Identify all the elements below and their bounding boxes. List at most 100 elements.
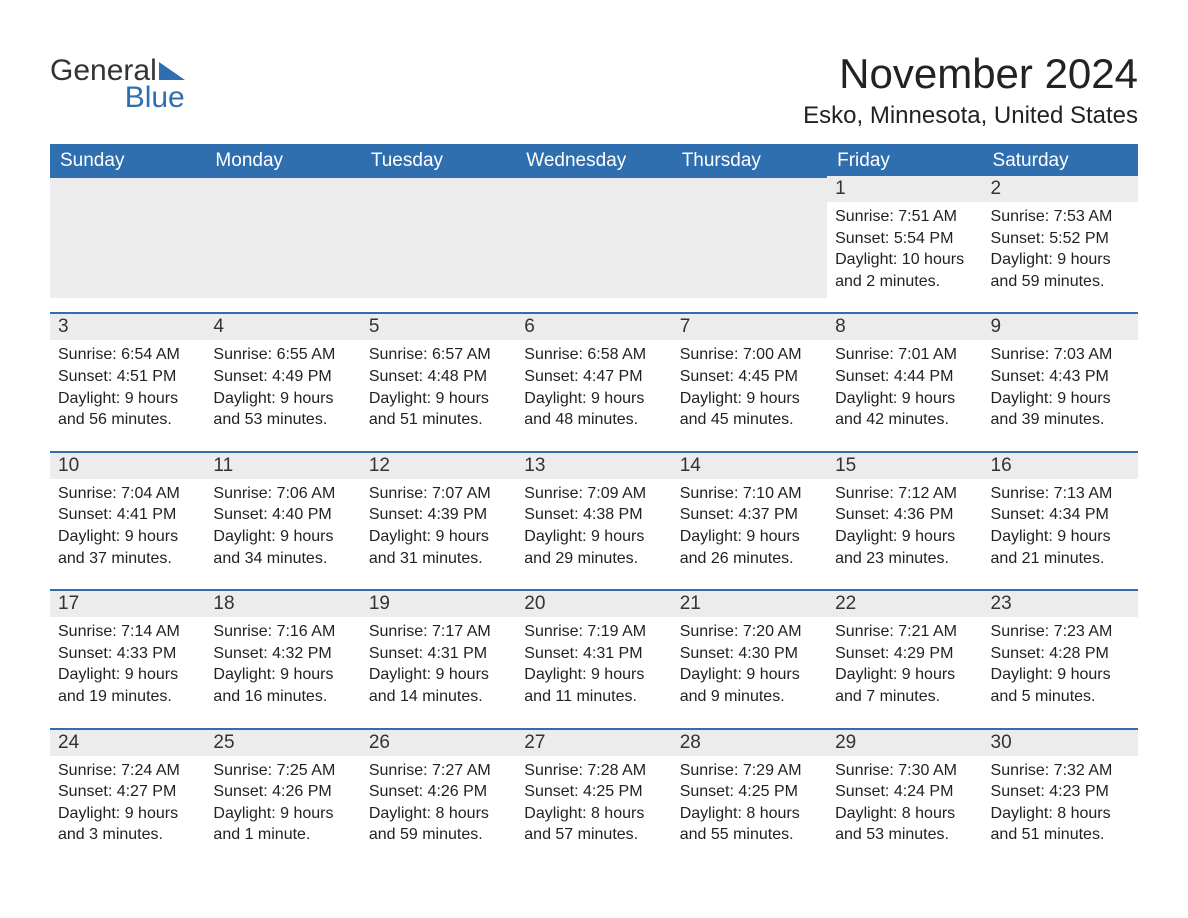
- day-body: Sunrise: 7:10 AMSunset: 4:37 PMDaylight:…: [672, 479, 827, 569]
- day-number: 3: [50, 312, 205, 340]
- location: Esko, Minnesota, United States: [803, 102, 1138, 130]
- sunrise-line: Sunrise: 7:19 AM: [524, 621, 663, 643]
- day-body: Sunrise: 7:07 AMSunset: 4:39 PMDaylight:…: [361, 479, 516, 569]
- header: General Blue November 2024 Esko, Minneso…: [50, 50, 1138, 130]
- day-number: 22: [827, 589, 982, 617]
- calendar-day-empty: [50, 178, 205, 298]
- calendar-day: 28Sunrise: 7:29 AMSunset: 4:25 PMDayligh…: [672, 730, 827, 852]
- sunrise-line: Sunrise: 7:53 AM: [991, 206, 1130, 228]
- day-body: Sunrise: 7:00 AMSunset: 4:45 PMDaylight:…: [672, 340, 827, 430]
- calendar-day: 26Sunrise: 7:27 AMSunset: 4:26 PMDayligh…: [361, 730, 516, 852]
- sunset-line: Sunset: 4:47 PM: [524, 366, 663, 388]
- sunset-line: Sunset: 5:54 PM: [835, 228, 974, 250]
- day-of-week-header: Thursday: [672, 144, 827, 178]
- calendar-day: 17Sunrise: 7:14 AMSunset: 4:33 PMDayligh…: [50, 591, 205, 713]
- day-number: 19: [361, 589, 516, 617]
- day-body: Sunrise: 7:04 AMSunset: 4:41 PMDaylight:…: [50, 479, 205, 569]
- sunrise-line: Sunrise: 7:12 AM: [835, 483, 974, 505]
- day-body: Sunrise: 7:23 AMSunset: 4:28 PMDaylight:…: [983, 617, 1138, 707]
- daylight-line: Daylight: 9 hours and 3 minutes.: [58, 803, 197, 846]
- calendar-day: 5Sunrise: 6:57 AMSunset: 4:48 PMDaylight…: [361, 314, 516, 436]
- sunset-line: Sunset: 4:41 PM: [58, 504, 197, 526]
- day-body: Sunrise: 7:03 AMSunset: 4:43 PMDaylight:…: [983, 340, 1138, 430]
- day-body: Sunrise: 7:21 AMSunset: 4:29 PMDaylight:…: [827, 617, 982, 707]
- day-number: 24: [50, 728, 205, 756]
- calendar-day: 2Sunrise: 7:53 AMSunset: 5:52 PMDaylight…: [983, 178, 1138, 298]
- calendar-day: 25Sunrise: 7:25 AMSunset: 4:26 PMDayligh…: [205, 730, 360, 852]
- sunset-line: Sunset: 4:28 PM: [991, 643, 1130, 665]
- day-body: Sunrise: 7:30 AMSunset: 4:24 PMDaylight:…: [827, 756, 982, 846]
- sunset-line: Sunset: 4:25 PM: [524, 781, 663, 803]
- day-number: 14: [672, 451, 827, 479]
- calendar-day: 21Sunrise: 7:20 AMSunset: 4:30 PMDayligh…: [672, 591, 827, 713]
- calendar-day: 20Sunrise: 7:19 AMSunset: 4:31 PMDayligh…: [516, 591, 671, 713]
- daylight-line: Daylight: 9 hours and 9 minutes.: [680, 664, 819, 707]
- calendar-day: 7Sunrise: 7:00 AMSunset: 4:45 PMDaylight…: [672, 314, 827, 436]
- sunrise-line: Sunrise: 7:16 AM: [213, 621, 352, 643]
- day-number: 6: [516, 312, 671, 340]
- calendar-week: 1Sunrise: 7:51 AMSunset: 5:54 PMDaylight…: [50, 178, 1138, 298]
- daylight-line: Daylight: 9 hours and 23 minutes.: [835, 526, 974, 569]
- calendar-day: 16Sunrise: 7:13 AMSunset: 4:34 PMDayligh…: [983, 453, 1138, 575]
- day-body: Sunrise: 7:19 AMSunset: 4:31 PMDaylight:…: [516, 617, 671, 707]
- day-number: 17: [50, 589, 205, 617]
- sunset-line: Sunset: 4:24 PM: [835, 781, 974, 803]
- day-number: 30: [983, 728, 1138, 756]
- sunrise-line: Sunrise: 6:58 AM: [524, 344, 663, 366]
- daylight-line: Daylight: 9 hours and 39 minutes.: [991, 388, 1130, 431]
- daylight-line: Daylight: 9 hours and 45 minutes.: [680, 388, 819, 431]
- sunrise-line: Sunrise: 7:03 AM: [991, 344, 1130, 366]
- day-number: 23: [983, 589, 1138, 617]
- day-number: 5: [361, 312, 516, 340]
- daylight-line: Daylight: 9 hours and 1 minute.: [213, 803, 352, 846]
- day-body: Sunrise: 7:01 AMSunset: 4:44 PMDaylight:…: [827, 340, 982, 430]
- calendar-week: 3Sunrise: 6:54 AMSunset: 4:51 PMDaylight…: [50, 312, 1138, 436]
- daylight-line: Daylight: 8 hours and 57 minutes.: [524, 803, 663, 846]
- calendar-body: 1Sunrise: 7:51 AMSunset: 5:54 PMDaylight…: [50, 178, 1138, 852]
- logo-triangle-icon: [159, 56, 185, 86]
- calendar-day: 22Sunrise: 7:21 AMSunset: 4:29 PMDayligh…: [827, 591, 982, 713]
- calendar-day: 6Sunrise: 6:58 AMSunset: 4:47 PMDaylight…: [516, 314, 671, 436]
- daylight-line: Daylight: 9 hours and 26 minutes.: [680, 526, 819, 569]
- daylight-line: Daylight: 10 hours and 2 minutes.: [835, 249, 974, 292]
- daylight-line: Daylight: 9 hours and 14 minutes.: [369, 664, 508, 707]
- sunset-line: Sunset: 4:40 PM: [213, 504, 352, 526]
- daylight-line: Daylight: 9 hours and 51 minutes.: [369, 388, 508, 431]
- sunrise-line: Sunrise: 7:14 AM: [58, 621, 197, 643]
- sunset-line: Sunset: 4:33 PM: [58, 643, 197, 665]
- day-body: Sunrise: 7:53 AMSunset: 5:52 PMDaylight:…: [983, 202, 1138, 292]
- sunset-line: Sunset: 4:48 PM: [369, 366, 508, 388]
- day-of-week-header: Wednesday: [516, 144, 671, 178]
- day-number: 27: [516, 728, 671, 756]
- daylight-line: Daylight: 9 hours and 42 minutes.: [835, 388, 974, 431]
- day-number: 11: [205, 451, 360, 479]
- day-number: 9: [983, 312, 1138, 340]
- day-number: 25: [205, 728, 360, 756]
- day-body: Sunrise: 7:16 AMSunset: 4:32 PMDaylight:…: [205, 617, 360, 707]
- day-body: Sunrise: 6:57 AMSunset: 4:48 PMDaylight:…: [361, 340, 516, 430]
- day-number: 13: [516, 451, 671, 479]
- sunrise-line: Sunrise: 7:27 AM: [369, 760, 508, 782]
- day-body: Sunrise: 7:24 AMSunset: 4:27 PMDaylight:…: [50, 756, 205, 846]
- calendar-day: 19Sunrise: 7:17 AMSunset: 4:31 PMDayligh…: [361, 591, 516, 713]
- day-of-week-header: Saturday: [983, 144, 1138, 178]
- day-of-week-header: Sunday: [50, 144, 205, 178]
- daylight-line: Daylight: 9 hours and 56 minutes.: [58, 388, 197, 431]
- calendar-day: 27Sunrise: 7:28 AMSunset: 4:25 PMDayligh…: [516, 730, 671, 852]
- daylight-line: Daylight: 8 hours and 51 minutes.: [991, 803, 1130, 846]
- day-body: Sunrise: 7:12 AMSunset: 4:36 PMDaylight:…: [827, 479, 982, 569]
- sunset-line: Sunset: 4:45 PM: [680, 366, 819, 388]
- daylight-line: Daylight: 9 hours and 31 minutes.: [369, 526, 508, 569]
- sunset-line: Sunset: 4:39 PM: [369, 504, 508, 526]
- day-number: 21: [672, 589, 827, 617]
- calendar-day-empty: [205, 178, 360, 298]
- daylight-line: Daylight: 9 hours and 34 minutes.: [213, 526, 352, 569]
- sunset-line: Sunset: 4:30 PM: [680, 643, 819, 665]
- day-body: Sunrise: 7:32 AMSunset: 4:23 PMDaylight:…: [983, 756, 1138, 846]
- day-of-week-header: Monday: [205, 144, 360, 178]
- daylight-line: Daylight: 8 hours and 59 minutes.: [369, 803, 508, 846]
- calendar-day: 4Sunrise: 6:55 AMSunset: 4:49 PMDaylight…: [205, 314, 360, 436]
- sunset-line: Sunset: 4:26 PM: [213, 781, 352, 803]
- logo: General Blue: [50, 56, 185, 111]
- daylight-line: Daylight: 9 hours and 16 minutes.: [213, 664, 352, 707]
